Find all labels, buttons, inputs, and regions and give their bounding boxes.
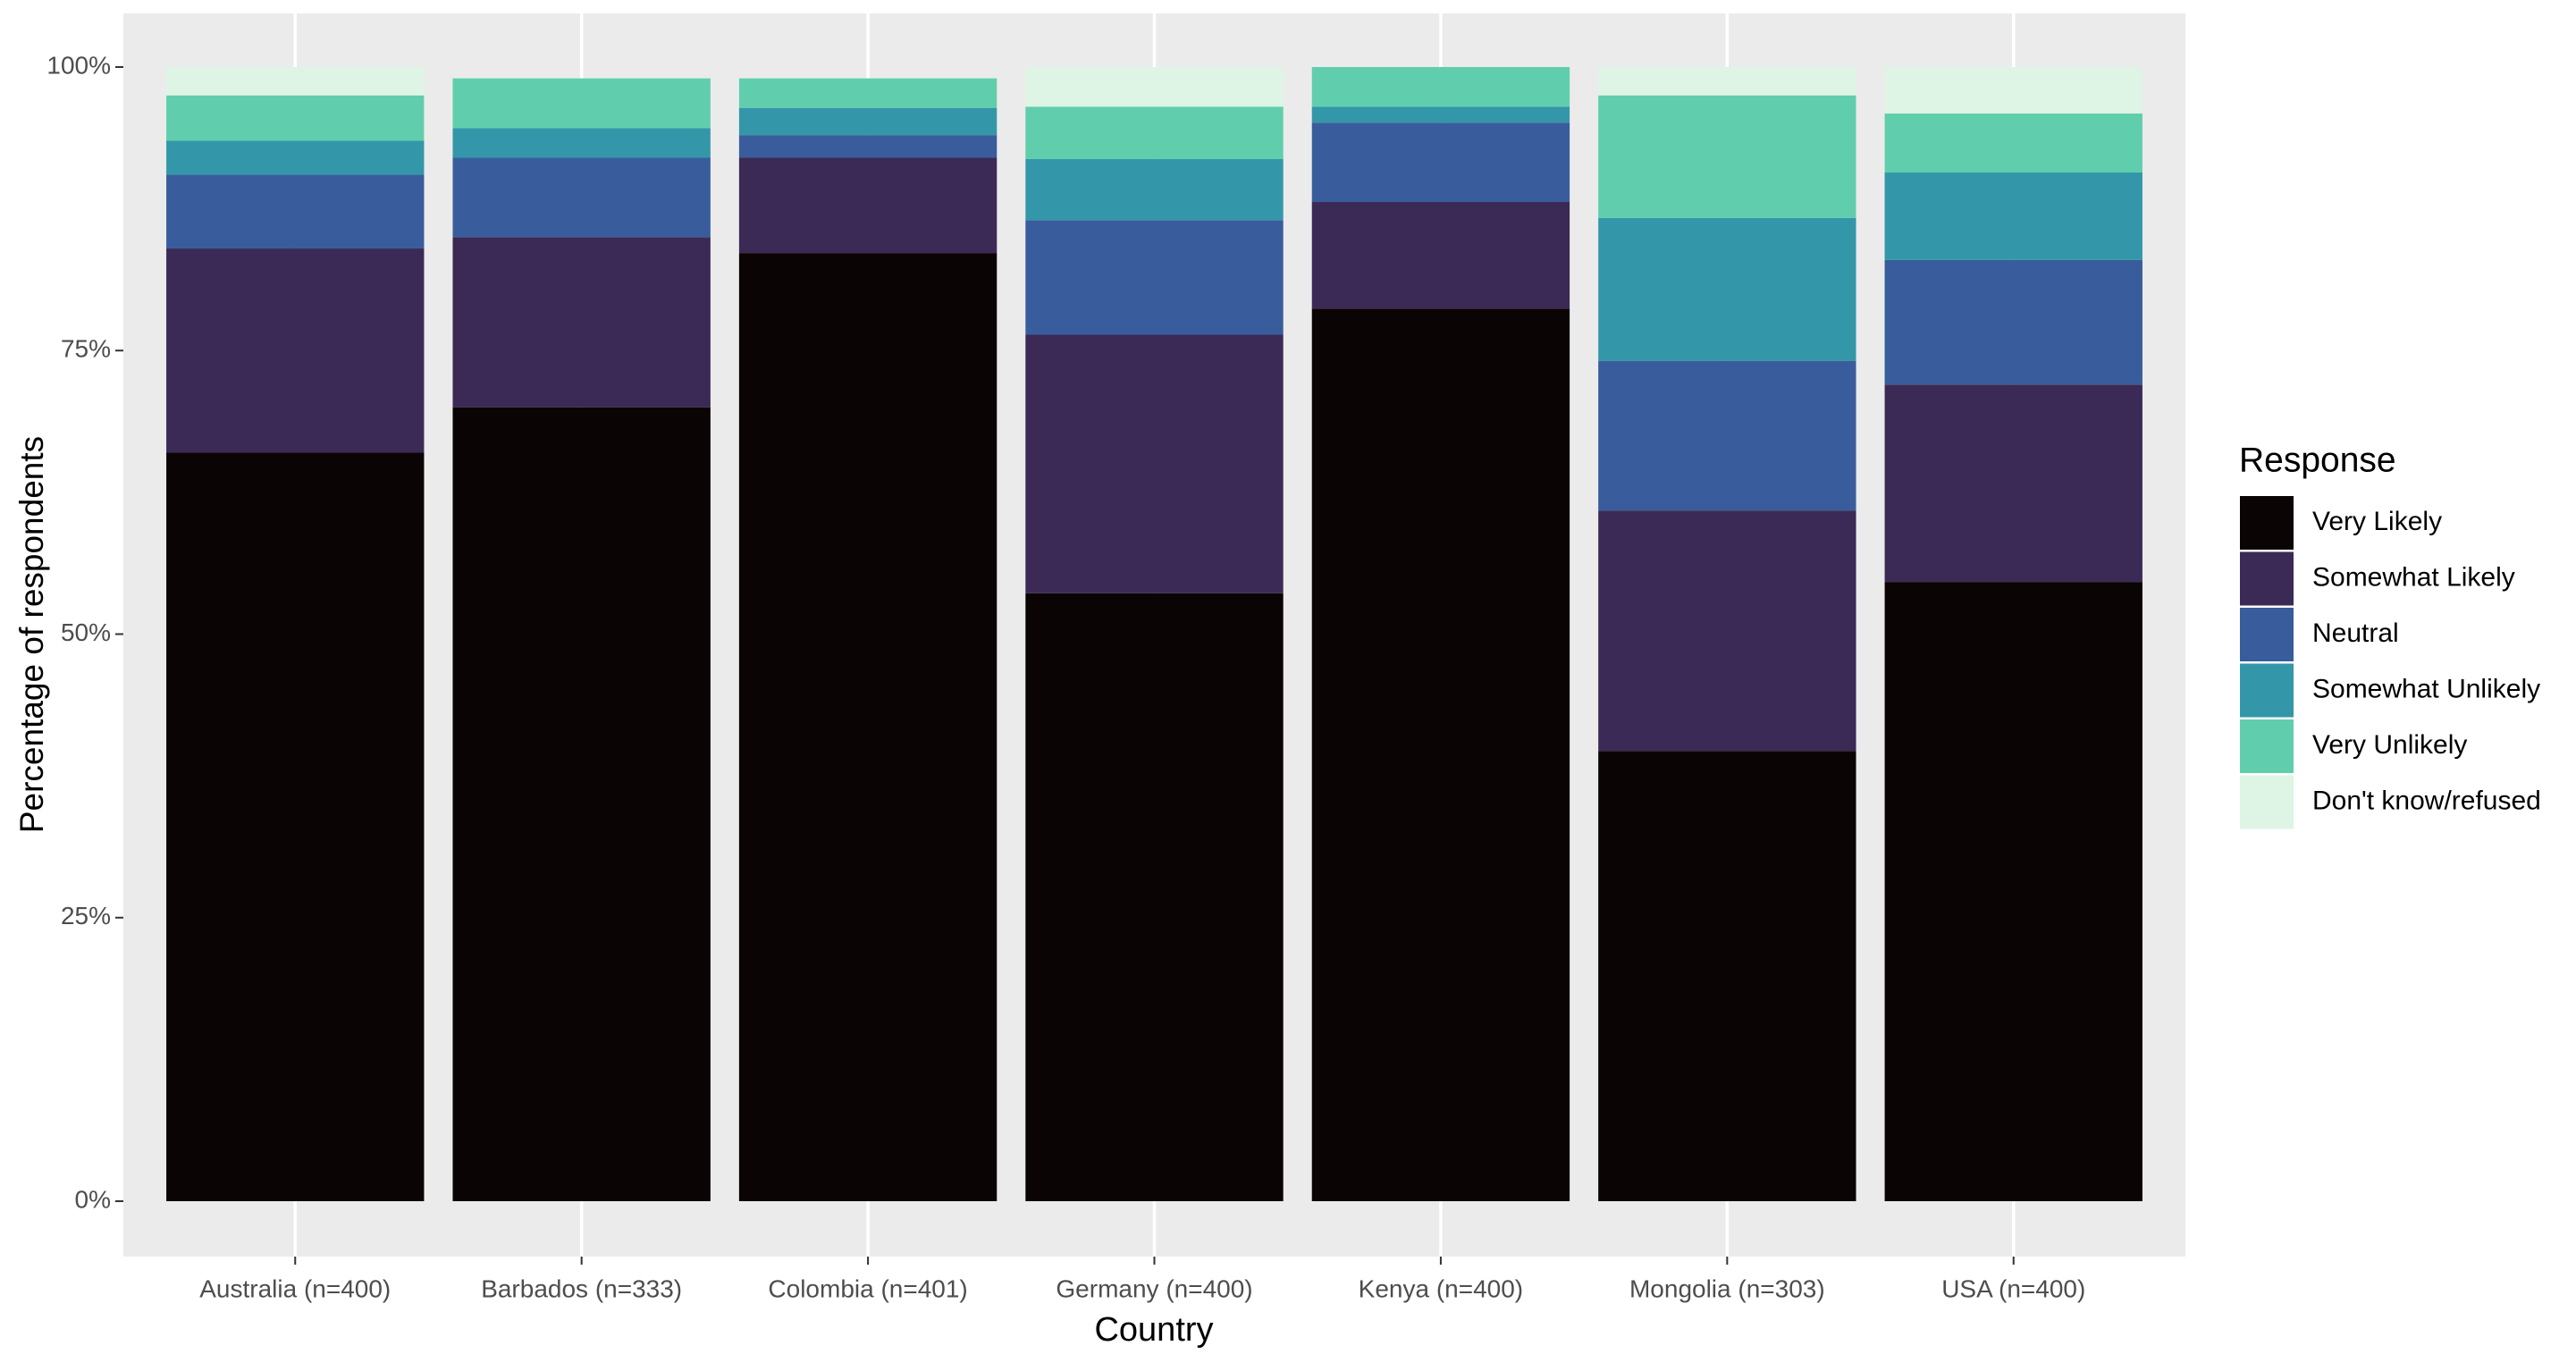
- x-tick-label: Germany (n=400): [1056, 1274, 1252, 1302]
- bar-segment: [1598, 360, 1856, 511]
- x-tick-label: Colombia (n=401): [768, 1274, 967, 1302]
- bar-segment: [1311, 67, 1570, 107]
- legend-swatch: [2238, 773, 2295, 831]
- legend-label: Neutral: [2312, 618, 2399, 648]
- legend-label: Somewhat Likely: [2312, 562, 2515, 592]
- bar-segment: [738, 157, 998, 254]
- legend-label: Very Unlikely: [2312, 730, 2467, 760]
- bars: [166, 67, 2142, 1202]
- axes: 0% 25% 50% 75% 100% Australia (n=400) Barbados…: [46, 51, 2085, 1302]
- y-tick-label: 75%: [61, 335, 111, 363]
- bar-segment: [1025, 220, 1284, 335]
- bar-segment: [1884, 172, 2142, 260]
- bar-segment: [1598, 510, 1856, 752]
- bar-segment: [1884, 67, 2142, 114]
- legend: Response Very Likely Somewhat Likely Neutr…: [2238, 441, 2541, 831]
- bar-segment: [1025, 67, 1284, 107]
- bar-segment: [1884, 582, 2142, 1201]
- y-tick-label: 100%: [46, 51, 111, 79]
- legend-title: Response: [2239, 441, 2396, 479]
- x-axis-title: Country: [1094, 1311, 1213, 1349]
- bar-segment: [1884, 384, 2142, 583]
- legend-swatch: [2238, 718, 2295, 775]
- x-tick-label: Australia (n=400): [199, 1274, 391, 1302]
- bar-segment: [166, 174, 425, 249]
- bar-segment: [738, 253, 998, 1202]
- bar-segment: [1311, 106, 1570, 123]
- x-tick-label: Barbados (n=333): [481, 1274, 682, 1302]
- bar-segment: [452, 157, 711, 238]
- bar-segment: [1311, 202, 1570, 309]
- bar-segment: [1598, 217, 1856, 361]
- bar-segment: [1884, 259, 2142, 385]
- y-tick-label: 0%: [75, 1185, 111, 1213]
- legend-label: Somewhat Unlikely: [2312, 674, 2540, 703]
- bar-segment: [1884, 114, 2142, 173]
- bar-segment: [1025, 158, 1284, 221]
- y-axis-title: Percentage of respondents: [13, 436, 50, 833]
- y-tick-label: 25%: [61, 902, 111, 929]
- bar-segment: [166, 95, 425, 141]
- legend-swatch: [2238, 661, 2295, 719]
- bar-segment: [166, 140, 425, 175]
- x-tick-label: USA (n=400): [1941, 1274, 2085, 1302]
- bar-segment: [452, 237, 711, 408]
- x-tick-label: Mongolia (n=303): [1629, 1274, 1825, 1302]
- y-tick-label: 50%: [61, 618, 111, 646]
- bar-segment: [166, 248, 425, 453]
- bar-segment: [452, 407, 711, 1201]
- bar-segment: [1025, 334, 1284, 593]
- bar-segment: [1311, 308, 1570, 1201]
- legend-label: Don't know/refused: [2312, 786, 2541, 815]
- bar-segment: [1025, 593, 1284, 1201]
- bar-segment: [1598, 95, 1856, 218]
- legend-swatch: [2238, 494, 2295, 551]
- bar-segment: [738, 107, 998, 136]
- bar-segment: [738, 135, 998, 158]
- bar-segment: [166, 67, 425, 96]
- legend-swatch: [2238, 550, 2295, 608]
- x-tick-label: Kenya (n=400): [1359, 1274, 1523, 1302]
- bar-segment: [452, 128, 711, 158]
- bar-segment: [738, 78, 998, 108]
- bar-segment: [1311, 122, 1570, 203]
- bar-segment: [166, 452, 425, 1202]
- legend-swatch: [2238, 606, 2295, 663]
- bar-segment: [452, 78, 711, 129]
- bar-segment: [1598, 751, 1856, 1201]
- bar-segment: [1025, 106, 1284, 159]
- bar-segment: [1598, 67, 1856, 96]
- legend-label: Very Likely: [2312, 507, 2442, 536]
